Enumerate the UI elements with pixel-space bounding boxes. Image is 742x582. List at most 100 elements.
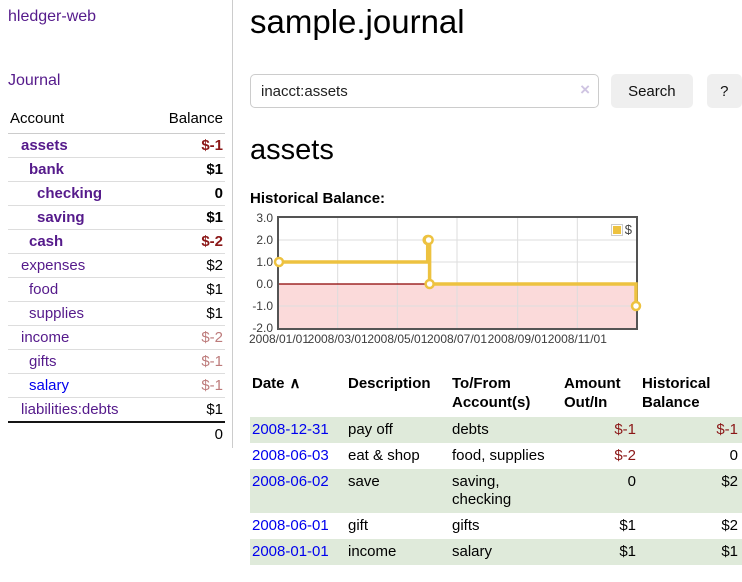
sidebar-account-balance: $-1 <box>201 377 223 394</box>
accounts-table: Account Balance assets $-1 bank $1 checking 0… <box>8 108 225 446</box>
sidebar-account-balance: $-2 <box>201 233 223 250</box>
transaction-balance-cell: $-1 <box>716 421 738 438</box>
amount-column-header: Amount Out/In <box>564 375 621 411</box>
sort-ascending-icon: ∧ <box>289 375 301 392</box>
sidebar-account-balance: $1 <box>206 401 223 418</box>
sidebar-account-link-saving[interactable]: saving <box>37 209 85 226</box>
search-input[interactable] <box>250 74 600 108</box>
chart-legend-label: $ <box>624 222 632 237</box>
sidebar-account-row: income $-2 <box>8 325 225 349</box>
sidebar-account-row: supplies $1 <box>8 301 225 325</box>
sidebar-account-row: gifts $-1 <box>8 349 225 373</box>
transaction-amount-cell: $1 <box>619 543 636 560</box>
sidebar-account-balance: $2 <box>206 257 223 274</box>
sidebar-account-rows: assets $-1 bank $1 checking 0 saving $1 cash $-2 e… <box>8 134 225 421</box>
y-axis-tick-label: 2.0 <box>256 233 273 247</box>
balance-column-header-main: Historical Balance <box>642 375 711 411</box>
transaction-balance-cell: $2 <box>721 473 738 490</box>
transaction-date-cell: 2008-06-02 <box>250 469 346 513</box>
register-rows: 2008-12-31 pay off debts $-1 $-1 2008-06-03 ea… <box>250 417 742 565</box>
sidebar-account-link-income[interactable]: income <box>21 329 70 346</box>
sidebar-account-balance: $-1 <box>201 353 223 370</box>
account-heading: assets <box>250 134 334 166</box>
balance-column-header: Balance <box>168 110 223 127</box>
transaction-description-cell: gift <box>348 517 369 534</box>
transaction-date-link[interactable]: 2008-06-02 <box>252 473 329 490</box>
description-column-header: Description <box>348 375 431 392</box>
balance-chart: 3.0 2.0 1.0 0.0 -1.0 -2.0 $ 2008/01/01 2008/03… <box>249 212 742 352</box>
x-axis-tick-label: 2008/11/01 <box>547 332 607 346</box>
sidebar-account-link-expenses[interactable]: expenses <box>21 257 86 274</box>
y-axis-tick-label: 3.0 <box>256 211 273 225</box>
transaction-accounts-cell: gifts <box>452 517 480 534</box>
sidebar-account-balance: $1 <box>206 161 223 178</box>
sidebar-account-balance: $-1 <box>201 137 223 154</box>
transaction-accounts-cell: salary <box>452 543 493 560</box>
sidebar-account-row: cash $-2 <box>8 229 225 253</box>
sidebar-account-link-supplies[interactable]: supplies <box>29 305 85 322</box>
y-axis-tick-label: 1.0 <box>256 255 273 269</box>
register-row: 2008-01-01 income salary $1 $1 <box>250 539 742 565</box>
sidebar-account-link-cash[interactable]: cash <box>29 233 64 250</box>
search-box: × <box>250 74 600 108</box>
transaction-balance-cell: 0 <box>729 447 738 464</box>
sidebar-account-row: checking 0 <box>8 181 225 205</box>
date-column-header[interactable]: Date ∧ <box>252 375 301 392</box>
transaction-date-cell: 2008-06-03 <box>250 443 346 469</box>
clear-search-icon[interactable]: × <box>580 80 591 99</box>
transaction-date-link[interactable]: 2008-12-31 <box>252 421 329 438</box>
transaction-date-cell: 2008-01-01 <box>250 539 346 565</box>
transaction-date-cell: 2008-12-31 <box>250 417 346 443</box>
sidebar-account-link-assets[interactable]: assets <box>21 137 68 154</box>
sidebar-account-link-gifts[interactable]: gifts <box>29 353 57 370</box>
register-row: 2008-06-01 gift gifts $1 $2 <box>250 513 742 539</box>
transaction-date-link[interactable]: 2008-06-03 <box>252 447 329 464</box>
x-axis-tick-label: 2008/03/01 <box>307 332 368 346</box>
x-axis-tick-label: 2008/07/01 <box>426 332 488 346</box>
chart-plot: $ <box>273 216 642 330</box>
sidebar-account-link-salary[interactable]: salary <box>29 377 70 394</box>
transaction-description-cell: eat & shop <box>348 447 420 464</box>
transaction-accounts-cell: food, supplies <box>452 447 545 464</box>
sidebar-account-link-checking[interactable]: checking <box>37 185 103 202</box>
transaction-amount-cell: 0 <box>627 473 636 490</box>
sidebar-item-journal[interactable]: Journal <box>8 72 61 89</box>
sidebar-account-link-bank[interactable]: bank <box>29 161 65 178</box>
accounts-total-value: 0 <box>214 426 223 443</box>
register-row: 2008-06-03 eat & shop food, supplies $-2 0 <box>250 443 742 469</box>
transaction-date-link[interactable]: 2008-01-01 <box>252 543 329 560</box>
help-button[interactable]: ? <box>706 74 742 108</box>
register-header-row: Date ∧ Description To/From Account(s) Amo… <box>250 372 742 417</box>
app-title-link[interactable]: hledger-web <box>8 8 97 25</box>
transaction-amount-cell: $-1 <box>614 421 636 438</box>
transaction-balance-cell: $1 <box>721 543 738 560</box>
sidebar-account-balance: 0 <box>214 185 223 202</box>
sidebar-account-balance: $1 <box>206 281 223 298</box>
sidebar-account-row: salary $-1 <box>8 373 225 397</box>
register-row: 2008-06-02 save saving, checking 0 $2 <box>250 469 742 513</box>
y-axis-tick-label: 0.0 <box>256 277 273 291</box>
search-button[interactable]: Search <box>611 74 693 108</box>
transaction-date-link[interactable]: 2008-06-01 <box>252 517 329 534</box>
y-axis-tick-label: -1.0 <box>252 299 273 313</box>
transaction-date-cell: 2008-06-01 <box>250 513 346 539</box>
sidebar-account-row: saving $1 <box>8 205 225 229</box>
sidebar-account-link-food[interactable]: food <box>29 281 59 298</box>
sidebar-account-link-liabilities-debts[interactable]: liabilities:debts <box>21 401 119 418</box>
chart-legend-swatch <box>610 223 623 236</box>
sidebar-account-row: bank $1 <box>8 157 225 181</box>
chart-legend: $ <box>610 222 632 237</box>
sidebar-account-row: assets $-1 <box>8 134 225 157</box>
accounts-total-row: 0 <box>8 421 225 446</box>
transaction-description-cell: save <box>348 473 380 490</box>
transaction-amount-cell: $-2 <box>614 447 636 464</box>
y-axis-tick-label: -2.0 <box>252 321 273 335</box>
account-column-header: Account <box>10 110 65 127</box>
page-title: sample.journal <box>250 3 465 40</box>
transaction-accounts-cell: saving, checking <box>452 473 512 508</box>
chart-title: Historical Balance: <box>250 190 386 207</box>
chart-svg <box>273 218 642 328</box>
transaction-accounts-cell: debts <box>452 421 489 438</box>
accounts-table-header: Account Balance <box>8 108 225 134</box>
sidebar-account-balance: $1 <box>206 305 223 322</box>
